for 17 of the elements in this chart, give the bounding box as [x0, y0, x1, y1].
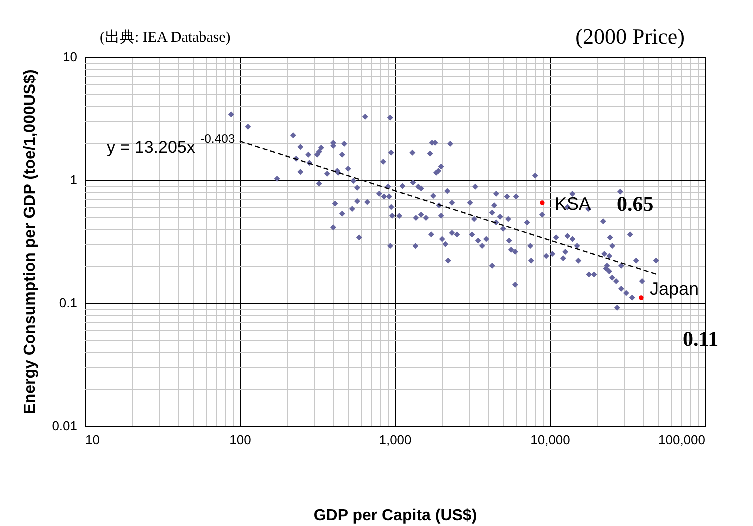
- y-tick-label: 10: [63, 50, 78, 64]
- annotation: 0.65: [617, 192, 654, 216]
- y-tick-label: 1: [70, 172, 78, 188]
- x-tick-label: 100,000: [658, 432, 706, 448]
- y-tick-label: 0.01: [52, 418, 78, 434]
- annotation: Japan: [650, 279, 700, 299]
- annotation: y = 13.205x-0.403: [107, 132, 236, 157]
- x-axis-title: GDP per Capita (US$): [314, 508, 478, 524]
- x-tick-label: 100: [230, 432, 252, 448]
- annotation: KSA: [555, 194, 592, 214]
- x-tick-label: 10,000: [530, 432, 570, 448]
- y-axis-title: Energy Consumption per GDP (toe/1,000US$): [22, 70, 40, 414]
- text: (出典: IEA Database): [100, 29, 231, 46]
- y-tick-label: 0.1: [59, 296, 78, 310]
- x-tick-label: 10: [86, 432, 100, 448]
- text: (2000 Price): [576, 24, 685, 49]
- x-tick-label: 1,000: [379, 432, 412, 448]
